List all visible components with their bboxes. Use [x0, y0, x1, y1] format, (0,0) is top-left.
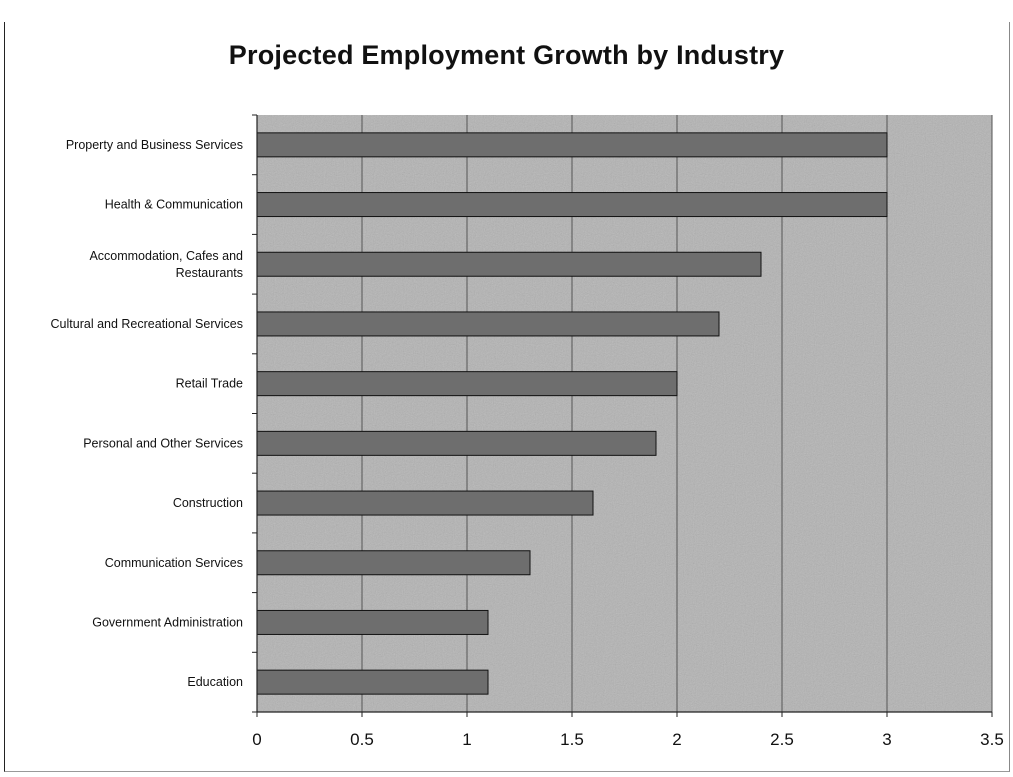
x-tick-labels: 0 0.5 1 1.5 2 2.5 3 3.5 — [252, 730, 1004, 749]
x-tick-label: 0.5 — [350, 730, 374, 749]
category-label: Government Administration — [92, 615, 243, 629]
bar-9 — [256, 669, 489, 695]
bar-0 — [256, 132, 888, 158]
bar-6 — [256, 490, 594, 516]
category-label: Communication Services — [105, 556, 243, 570]
bar-4 — [256, 371, 678, 397]
bar-1 — [256, 192, 888, 218]
bar-8 — [256, 609, 489, 635]
chart-title: Projected Employment Growth by Industry — [228, 40, 785, 70]
bar-7 — [256, 550, 531, 576]
category-label: Education — [187, 675, 243, 689]
category-labels: Property and Business Services Health & C… — [51, 138, 244, 689]
category-label: Personal and Other Services — [83, 436, 243, 450]
bar-3 — [256, 311, 720, 337]
axes — [252, 114, 993, 717]
bar-2 — [256, 251, 762, 277]
bars — [256, 132, 888, 695]
x-tick-label: 3.5 — [980, 730, 1004, 749]
category-label: Construction — [173, 496, 243, 510]
category-label: Cultural and Recreational Services — [51, 317, 243, 331]
x-tick-label: 2 — [672, 730, 681, 749]
category-label: Property and Business Services — [66, 138, 243, 152]
category-label: Accommodation, Cafes and Restaurants — [89, 249, 243, 280]
x-tick-label: 0 — [252, 730, 261, 749]
x-tick-label: 1.5 — [560, 730, 584, 749]
x-tick-label: 3 — [882, 730, 891, 749]
x-tick-label: 2.5 — [770, 730, 794, 749]
x-tick-label: 1 — [462, 730, 471, 749]
bar-5 — [256, 430, 657, 456]
category-label: Retail Trade — [176, 377, 243, 391]
category-label: Health & Communication — [105, 198, 243, 212]
